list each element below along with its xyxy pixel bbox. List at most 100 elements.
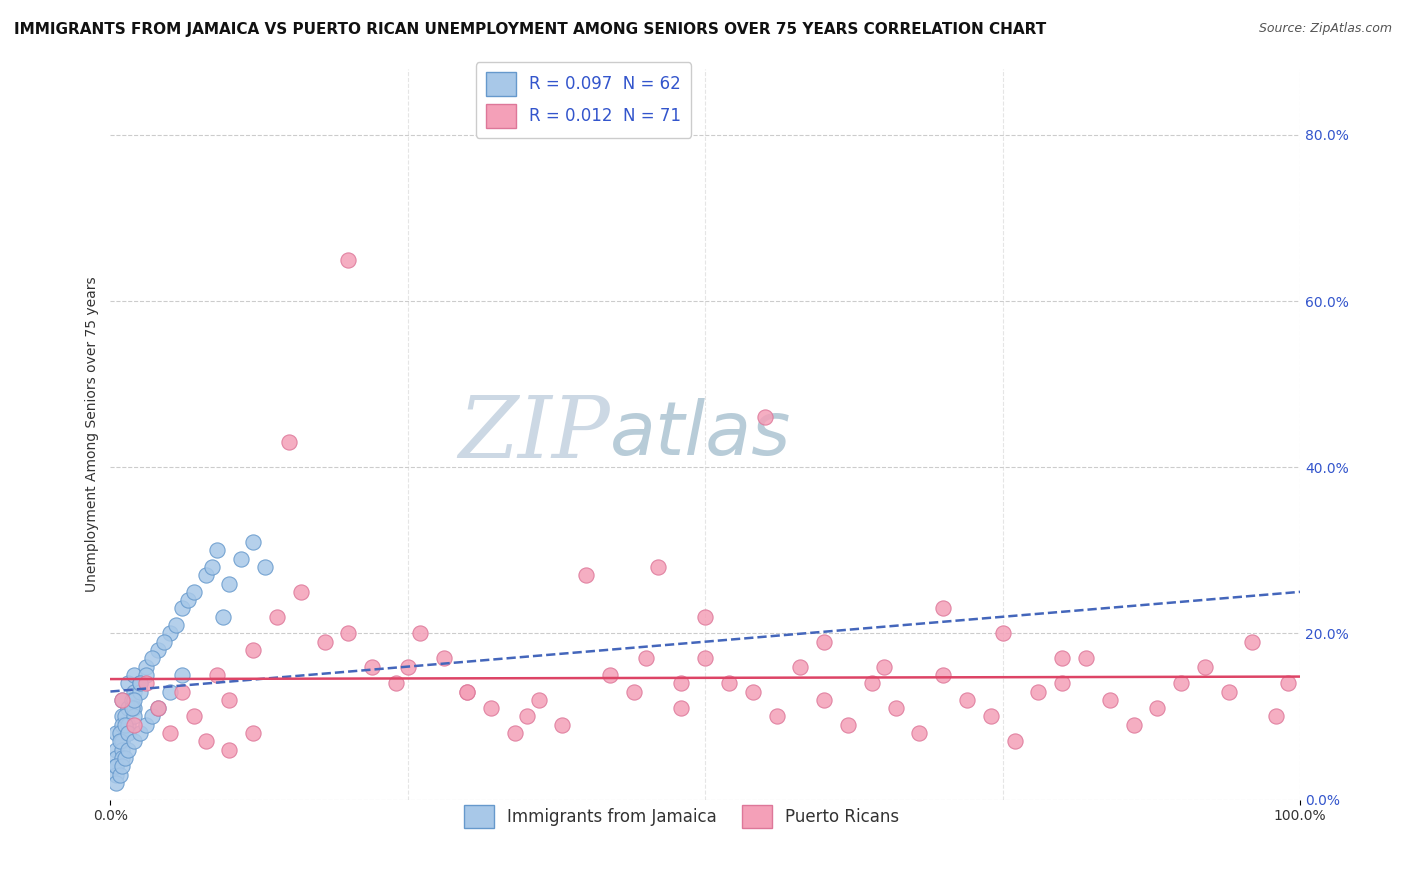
- Point: [207, 668, 229, 682]
- Point: [813, 693, 835, 707]
- Point: [361, 659, 384, 673]
- Point: [105, 751, 128, 765]
- Point: [1218, 684, 1240, 698]
- Point: [117, 718, 139, 732]
- Point: [813, 634, 835, 648]
- Point: [129, 676, 152, 690]
- Point: [194, 734, 217, 748]
- Text: ZIP: ZIP: [458, 392, 610, 475]
- Point: [117, 742, 139, 756]
- Point: [956, 693, 979, 707]
- Point: [141, 709, 163, 723]
- Point: [277, 435, 299, 450]
- Point: [207, 543, 229, 558]
- Point: [170, 668, 193, 682]
- Point: [1050, 676, 1073, 690]
- Point: [932, 668, 955, 682]
- Point: [108, 726, 131, 740]
- Point: [111, 709, 134, 723]
- Point: [479, 701, 502, 715]
- Point: [159, 684, 181, 698]
- Point: [754, 410, 776, 425]
- Point: [1170, 676, 1192, 690]
- Point: [159, 626, 181, 640]
- Point: [177, 593, 200, 607]
- Point: [129, 726, 152, 740]
- Point: [117, 726, 139, 740]
- Point: [129, 676, 152, 690]
- Point: [122, 718, 145, 732]
- Text: atlas: atlas: [610, 398, 792, 470]
- Point: [117, 726, 139, 740]
- Point: [837, 718, 859, 732]
- Point: [231, 551, 253, 566]
- Point: [337, 626, 360, 640]
- Point: [122, 668, 145, 682]
- Point: [108, 767, 131, 781]
- Point: [741, 684, 763, 698]
- Point: [765, 709, 787, 723]
- Point: [337, 252, 360, 267]
- Point: [212, 609, 235, 624]
- Point: [153, 634, 176, 648]
- Point: [111, 759, 134, 773]
- Point: [121, 693, 143, 707]
- Point: [860, 676, 883, 690]
- Point: [111, 734, 134, 748]
- Point: [908, 726, 931, 740]
- Point: [111, 742, 134, 756]
- Point: [111, 693, 134, 707]
- Point: [1050, 651, 1073, 665]
- Point: [194, 568, 217, 582]
- Point: [105, 767, 128, 781]
- Point: [718, 676, 741, 690]
- Point: [121, 701, 143, 715]
- Point: [1122, 718, 1144, 732]
- Point: [932, 601, 955, 615]
- Legend: Immigrants from Jamaica, Puerto Ricans: Immigrants from Jamaica, Puerto Ricans: [457, 798, 905, 835]
- Point: [114, 751, 136, 765]
- Point: [159, 726, 181, 740]
- Point: [1194, 659, 1216, 673]
- Point: [218, 742, 240, 756]
- Point: [1098, 693, 1121, 707]
- Point: [1028, 684, 1050, 698]
- Point: [117, 676, 139, 690]
- Point: [242, 535, 264, 549]
- Point: [1241, 634, 1264, 648]
- Point: [503, 726, 526, 740]
- Point: [314, 634, 336, 648]
- Point: [105, 759, 128, 773]
- Point: [183, 585, 205, 599]
- Point: [432, 651, 454, 665]
- Point: [218, 693, 240, 707]
- Point: [456, 684, 478, 698]
- Point: [647, 560, 669, 574]
- Point: [527, 693, 550, 707]
- Point: [456, 684, 478, 698]
- Point: [409, 626, 432, 640]
- Point: [114, 709, 136, 723]
- Point: [980, 709, 1002, 723]
- Point: [599, 668, 621, 682]
- Point: [108, 734, 131, 748]
- Point: [266, 609, 288, 624]
- Point: [671, 701, 693, 715]
- Point: [242, 726, 264, 740]
- Point: [242, 643, 264, 657]
- Point: [114, 718, 136, 732]
- Point: [623, 684, 645, 698]
- Point: [254, 560, 277, 574]
- Point: [165, 618, 187, 632]
- Point: [111, 693, 134, 707]
- Point: [516, 709, 538, 723]
- Point: [105, 742, 128, 756]
- Point: [135, 668, 157, 682]
- Point: [146, 701, 169, 715]
- Point: [1074, 651, 1097, 665]
- Point: [146, 701, 169, 715]
- Point: [111, 751, 134, 765]
- Point: [884, 701, 907, 715]
- Point: [122, 709, 145, 723]
- Text: Source: ZipAtlas.com: Source: ZipAtlas.com: [1258, 22, 1392, 36]
